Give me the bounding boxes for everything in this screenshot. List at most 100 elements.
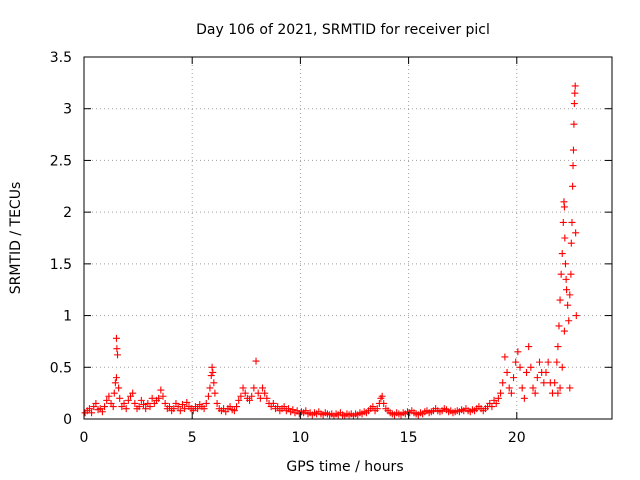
data-point — [507, 389, 515, 397]
data-point — [207, 372, 215, 380]
data-point — [170, 405, 178, 413]
data-point — [520, 394, 528, 402]
data-point — [131, 399, 139, 407]
x-axis-label: GPS time / hours — [286, 459, 403, 475]
y-tick-label: 2.5 — [50, 153, 72, 169]
y-axis-label: SRMTID / TECUs — [8, 182, 24, 295]
data-point — [189, 407, 197, 415]
data-point — [206, 384, 214, 392]
data-point — [101, 403, 109, 411]
data-point — [256, 394, 264, 402]
data-point — [110, 389, 118, 397]
data-point — [540, 379, 548, 387]
data-point — [561, 234, 569, 242]
data-point — [103, 396, 111, 404]
y-tick-label: 0 — [63, 412, 72, 428]
y-tick-labels: 0 0.5 1 1.5 2 2.5 3 3.5 — [50, 50, 72, 428]
data-point — [161, 399, 169, 407]
data-point — [570, 120, 578, 128]
data-point — [527, 363, 535, 371]
data-point — [563, 286, 571, 294]
data-point — [165, 403, 173, 411]
data-point — [492, 399, 500, 407]
data-point — [378, 392, 386, 400]
data-point — [569, 146, 577, 154]
plot-frame — [83, 56, 613, 420]
data-point — [254, 389, 262, 397]
y-tick-label: 0.5 — [50, 360, 72, 376]
data-point — [92, 399, 100, 407]
data-point — [373, 405, 381, 413]
y-tick-label: 1.5 — [50, 257, 72, 273]
x-tick-label: 15 — [400, 430, 418, 446]
data-point — [208, 363, 216, 371]
data-point — [531, 389, 539, 397]
data-points — [81, 82, 580, 420]
data-point — [512, 358, 520, 366]
data-point — [105, 392, 113, 400]
data-point — [209, 368, 217, 376]
data-point — [525, 343, 533, 351]
data-point — [200, 405, 208, 413]
data-point — [113, 345, 121, 353]
data-point — [559, 218, 567, 226]
data-point — [557, 270, 565, 278]
data-point — [129, 389, 137, 397]
data-point — [204, 392, 212, 400]
data-point — [514, 348, 522, 356]
data-point — [248, 392, 256, 400]
data-point — [556, 296, 564, 304]
data-point — [159, 392, 167, 400]
data-point — [202, 399, 210, 407]
axis-ticks — [83, 56, 612, 420]
data-point — [536, 358, 544, 366]
data-point — [241, 389, 249, 397]
data-point — [274, 403, 282, 411]
data-point — [230, 407, 238, 415]
data-point — [510, 374, 518, 382]
data-point — [233, 403, 241, 411]
data-point — [380, 399, 388, 407]
data-point — [178, 401, 186, 409]
data-point — [269, 399, 277, 407]
x-tick-labels: 0 5 10 15 20 — [80, 430, 526, 446]
data-point — [556, 384, 564, 392]
data-point — [567, 270, 575, 278]
data-point — [280, 403, 288, 411]
data-point — [572, 312, 580, 320]
data-point — [544, 358, 552, 366]
data-point — [183, 398, 191, 406]
data-point — [572, 229, 580, 237]
data-point — [551, 379, 559, 387]
x-tick-label: 20 — [508, 430, 526, 446]
data-point — [239, 384, 247, 392]
data-point — [571, 82, 579, 90]
data-point — [565, 317, 573, 325]
data-point — [533, 374, 541, 382]
data-point — [157, 386, 165, 394]
data-point — [259, 384, 267, 392]
chart-title: Day 106 of 2021, SRMTID for receiver pic… — [196, 22, 490, 38]
data-point — [116, 394, 124, 402]
data-point — [501, 353, 509, 361]
grid-lines — [84, 57, 612, 419]
data-point — [112, 334, 120, 342]
data-point — [523, 368, 531, 376]
data-point — [499, 379, 507, 387]
data-point — [560, 203, 568, 211]
data-point — [529, 384, 537, 392]
data-point — [570, 100, 578, 108]
data-point — [115, 384, 123, 392]
data-point — [142, 405, 150, 413]
data-point — [137, 396, 145, 404]
data-point — [558, 363, 566, 371]
x-tick-label: 5 — [188, 430, 197, 446]
data-point — [488, 403, 496, 411]
data-point — [571, 89, 579, 97]
data-point — [140, 401, 148, 409]
data-point — [505, 384, 513, 392]
data-point — [114, 351, 122, 359]
data-point — [148, 394, 156, 402]
data-point — [146, 403, 154, 411]
